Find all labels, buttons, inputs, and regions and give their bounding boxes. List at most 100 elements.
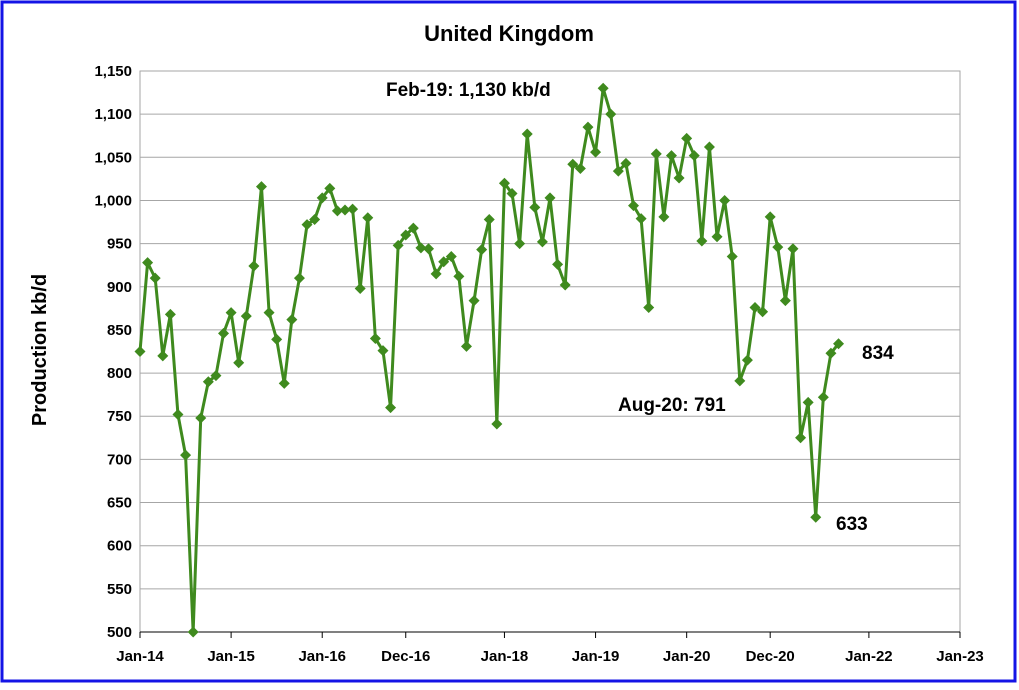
marker: [673, 172, 685, 184]
marker: [263, 307, 275, 319]
marker: [703, 141, 715, 153]
marker: [574, 163, 586, 175]
marker: [324, 182, 336, 194]
marker: [643, 301, 655, 313]
marker: [521, 128, 533, 140]
x-tick-label: Jan-22: [845, 648, 893, 665]
marker: [483, 213, 495, 225]
marker: [377, 345, 389, 357]
marker: [590, 146, 602, 158]
marker: [529, 201, 541, 213]
marker: [597, 82, 609, 94]
y-tick-label: 1,150: [94, 63, 132, 80]
marker: [681, 132, 693, 144]
marker: [817, 391, 829, 403]
marker: [468, 295, 480, 307]
marker: [248, 260, 260, 272]
marker: [187, 626, 199, 638]
x-tick-label: Dec-20: [746, 648, 795, 665]
marker: [772, 241, 784, 253]
y-tick-label: 500: [107, 624, 132, 641]
marker: [688, 150, 700, 162]
marker: [741, 354, 753, 366]
x-tick-label: Jan-15: [207, 648, 255, 665]
x-tick-label: Jan-16: [298, 648, 346, 665]
marker: [605, 108, 617, 120]
marker: [240, 310, 252, 322]
y-tick-label: 600: [107, 538, 132, 555]
x-tick-label: Jan-20: [663, 648, 711, 665]
y-tick-label: 950: [107, 236, 132, 253]
marker: [142, 257, 154, 269]
marker: [195, 412, 207, 424]
y-tick-label: 900: [107, 279, 132, 296]
marker: [757, 306, 769, 318]
marker: [825, 347, 837, 359]
marker: [157, 350, 169, 362]
x-tick-label: Jan-14: [116, 648, 164, 665]
marker: [164, 308, 176, 320]
marker: [559, 279, 571, 291]
marker: [149, 272, 161, 284]
y-tick-label: 750: [107, 408, 132, 425]
marker: [301, 219, 313, 231]
marker: [392, 239, 404, 251]
chart-title: United Kingdom: [424, 21, 594, 46]
marker: [711, 231, 723, 243]
marker: [255, 181, 267, 193]
marker: [369, 333, 381, 345]
marker: [696, 235, 708, 247]
marker: [802, 396, 814, 408]
x-tick-label: Jan-23: [936, 648, 984, 665]
y-tick-label: 1,100: [94, 106, 132, 123]
marker: [612, 165, 624, 177]
annotation: 633: [836, 514, 868, 535]
marker: [650, 148, 662, 160]
marker: [309, 213, 321, 225]
marker: [582, 121, 594, 133]
marker: [779, 295, 791, 307]
marker: [620, 157, 632, 169]
marker: [734, 375, 746, 387]
marker: [225, 307, 237, 319]
marker: [415, 242, 427, 254]
y-tick-label: 1,000: [94, 192, 132, 209]
marker: [506, 188, 518, 200]
marker: [453, 270, 465, 282]
marker: [354, 282, 366, 294]
y-tick-label: 1,050: [94, 149, 132, 166]
marker: [172, 409, 184, 421]
marker: [286, 314, 298, 326]
marker: [293, 272, 305, 284]
marker: [628, 200, 640, 212]
x-tick-label: Dec-16: [381, 648, 430, 665]
y-tick-label: 700: [107, 451, 132, 468]
marker: [271, 333, 283, 345]
marker: [635, 213, 647, 225]
marker: [445, 251, 457, 263]
marker: [233, 357, 245, 369]
annotation: Aug-20: 791: [618, 395, 726, 416]
y-tick-label: 850: [107, 322, 132, 339]
marker: [218, 327, 230, 339]
x-tick-label: Jan-19: [572, 648, 620, 665]
marker: [514, 238, 526, 250]
marker: [339, 204, 351, 216]
marker: [552, 258, 564, 270]
marker: [476, 244, 488, 256]
marker: [810, 511, 822, 523]
annotation: 834: [862, 343, 894, 364]
marker: [719, 194, 731, 206]
marker: [400, 229, 412, 241]
annotation: Feb-19: 1,130 kb/d: [386, 80, 551, 101]
x-tick-label: Jan-18: [481, 648, 529, 665]
marker: [498, 177, 510, 189]
marker: [407, 222, 419, 234]
marker: [567, 158, 579, 170]
y-tick-label: 650: [107, 495, 132, 512]
marker: [665, 150, 677, 162]
marker: [385, 402, 397, 414]
marker: [202, 376, 214, 388]
